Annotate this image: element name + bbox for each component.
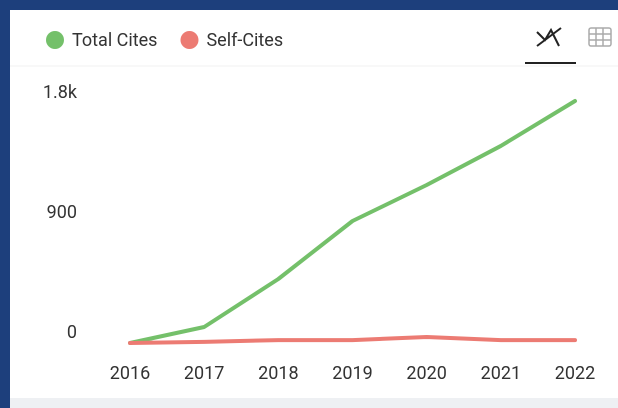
- x-tick-label: 2020: [406, 363, 446, 384]
- legend-label: Self-Cites: [206, 30, 283, 51]
- legend-marker: [180, 31, 199, 49]
- line-icon-slash: [536, 27, 562, 47]
- card-footer: [10, 398, 618, 408]
- y-tick-label: 900: [47, 202, 77, 223]
- table-icon: [588, 27, 612, 47]
- y-tick-label: 1.8k: [43, 82, 78, 103]
- x-tick-label: 2016: [110, 363, 150, 384]
- x-tick-label: 2022: [555, 363, 595, 384]
- table-view-button[interactable]: [588, 27, 612, 47]
- series-line: [128, 99, 577, 345]
- series-line: [128, 335, 577, 345]
- card: [10, 10, 618, 400]
- x-tick-label: 2017: [184, 363, 224, 384]
- legend-marker: [46, 31, 64, 49]
- x-tick-label: 2021: [481, 363, 521, 384]
- x-tick-label: 2018: [258, 363, 298, 384]
- legend-label: Total Cites: [72, 30, 157, 51]
- chart-view-button[interactable]: [525, 27, 576, 64]
- x-tick-label: 2019: [332, 363, 372, 384]
- y-tick-label: 0: [67, 322, 77, 343]
- line-icon: [536, 27, 560, 47]
